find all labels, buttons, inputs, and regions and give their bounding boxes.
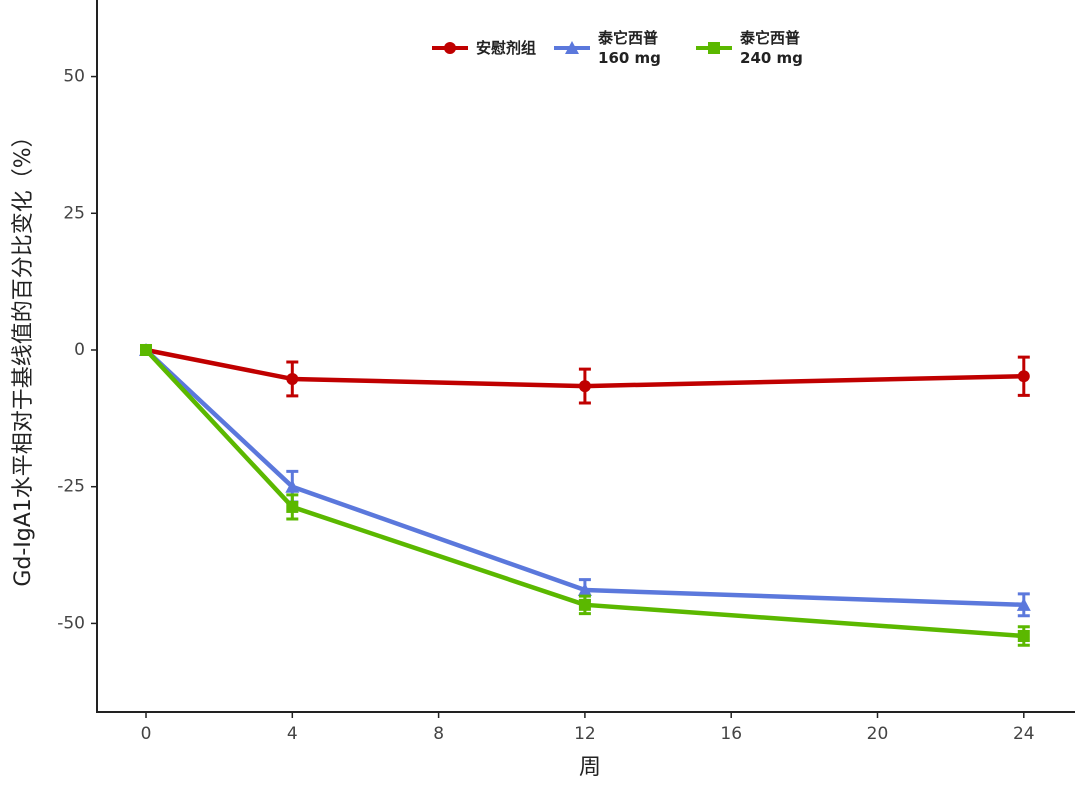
legend-item: 泰它西普 160 mg <box>552 28 678 68</box>
legend-marker <box>708 42 721 54</box>
point <box>286 500 299 513</box>
x-tick-label: 16 <box>720 724 742 744</box>
point <box>578 598 591 611</box>
point <box>1016 597 1031 611</box>
legend-key <box>696 42 733 54</box>
line <box>144 348 1024 639</box>
legend-key <box>554 41 591 54</box>
point <box>578 380 591 393</box>
y-tick-label: 0 <box>74 340 85 360</box>
y-tick-label: 25 <box>63 203 85 223</box>
legend: 安慰剂组 泰它西普 160 mg 泰它西普 240 mg <box>430 28 820 68</box>
y-tick-label: -50 <box>57 613 85 633</box>
line <box>145 347 1024 389</box>
y-tick-label: -25 <box>57 477 85 497</box>
legend-item: 安慰剂组 <box>430 38 536 58</box>
point <box>140 343 153 356</box>
x-tick-label: 4 <box>287 724 298 744</box>
y-axis-label: Gd-IgA1水平相对于基线值的百分比变化（%） <box>11 125 36 586</box>
legend-label: 泰它西普 160 mg <box>598 29 661 67</box>
point <box>285 479 300 493</box>
legend-label: 安慰剂组 <box>476 39 537 57</box>
legend-marker <box>444 42 456 54</box>
x-tick-label: 24 <box>1013 724 1035 744</box>
point <box>286 372 299 385</box>
legend-label: 泰它西普 240 mg <box>740 29 803 67</box>
line <box>144 348 1024 608</box>
x-axis-label: 周 <box>579 755 601 780</box>
x-tick-label: 0 <box>141 724 152 744</box>
x-tick-label: 20 <box>867 724 889 744</box>
legend-marker <box>565 41 580 54</box>
legend-item: 泰它西普 240 mg <box>694 28 820 68</box>
x-tick-label: 8 <box>433 724 444 744</box>
point <box>577 583 592 597</box>
y-tick-label: 50 <box>63 67 85 87</box>
legend-key <box>432 42 468 54</box>
point <box>1017 370 1030 383</box>
x-tick-label: 12 <box>574 724 596 744</box>
point <box>1017 629 1030 642</box>
